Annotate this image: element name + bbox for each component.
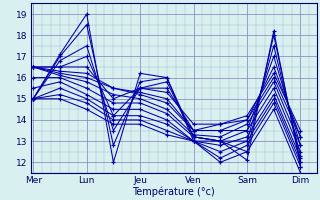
X-axis label: Température (°c): Température (°c) bbox=[132, 186, 215, 197]
